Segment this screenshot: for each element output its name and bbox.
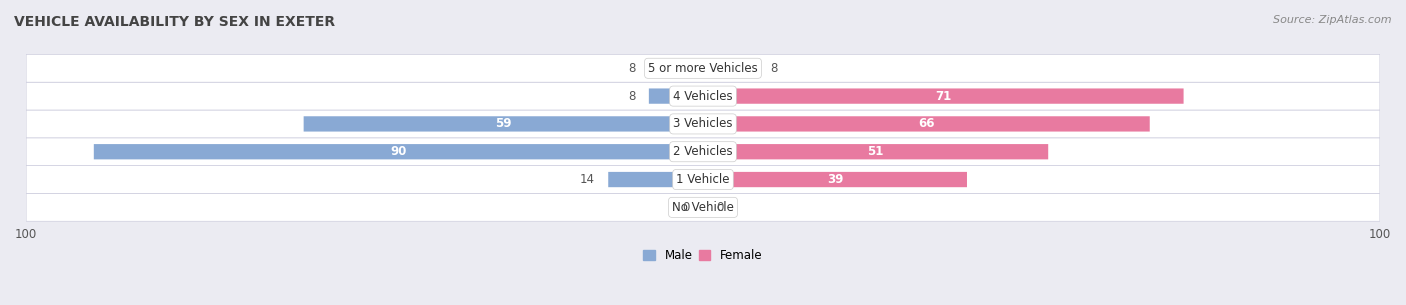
FancyBboxPatch shape bbox=[703, 172, 967, 187]
FancyBboxPatch shape bbox=[609, 172, 703, 187]
FancyBboxPatch shape bbox=[27, 110, 1379, 138]
FancyBboxPatch shape bbox=[27, 54, 1379, 82]
Text: 1 Vehicle: 1 Vehicle bbox=[676, 173, 730, 186]
FancyBboxPatch shape bbox=[648, 88, 703, 104]
Text: VEHICLE AVAILABILITY BY SEX IN EXETER: VEHICLE AVAILABILITY BY SEX IN EXETER bbox=[14, 15, 335, 29]
Text: 0: 0 bbox=[717, 201, 724, 214]
FancyBboxPatch shape bbox=[304, 116, 703, 131]
Text: Source: ZipAtlas.com: Source: ZipAtlas.com bbox=[1274, 15, 1392, 25]
Text: 90: 90 bbox=[391, 145, 406, 158]
FancyBboxPatch shape bbox=[703, 116, 1150, 131]
Text: 0: 0 bbox=[682, 201, 689, 214]
Text: 2 Vehicles: 2 Vehicles bbox=[673, 145, 733, 158]
FancyBboxPatch shape bbox=[27, 138, 1379, 166]
Text: 14: 14 bbox=[579, 173, 595, 186]
FancyBboxPatch shape bbox=[27, 82, 1379, 110]
Text: 8: 8 bbox=[628, 62, 636, 75]
Legend: Male, Female: Male, Female bbox=[638, 244, 768, 267]
Text: 8: 8 bbox=[628, 90, 636, 102]
Text: No Vehicle: No Vehicle bbox=[672, 201, 734, 214]
Text: 59: 59 bbox=[495, 117, 512, 131]
FancyBboxPatch shape bbox=[703, 88, 1184, 104]
Text: 51: 51 bbox=[868, 145, 884, 158]
FancyBboxPatch shape bbox=[94, 144, 703, 160]
FancyBboxPatch shape bbox=[27, 166, 1379, 193]
Text: 8: 8 bbox=[770, 62, 778, 75]
Text: 4 Vehicles: 4 Vehicles bbox=[673, 90, 733, 102]
Text: 71: 71 bbox=[935, 90, 952, 102]
FancyBboxPatch shape bbox=[703, 144, 1049, 160]
FancyBboxPatch shape bbox=[703, 61, 758, 76]
Text: 3 Vehicles: 3 Vehicles bbox=[673, 117, 733, 131]
Text: 39: 39 bbox=[827, 173, 844, 186]
Text: 5 or more Vehicles: 5 or more Vehicles bbox=[648, 62, 758, 75]
FancyBboxPatch shape bbox=[648, 61, 703, 76]
Text: 66: 66 bbox=[918, 117, 935, 131]
FancyBboxPatch shape bbox=[27, 193, 1379, 221]
